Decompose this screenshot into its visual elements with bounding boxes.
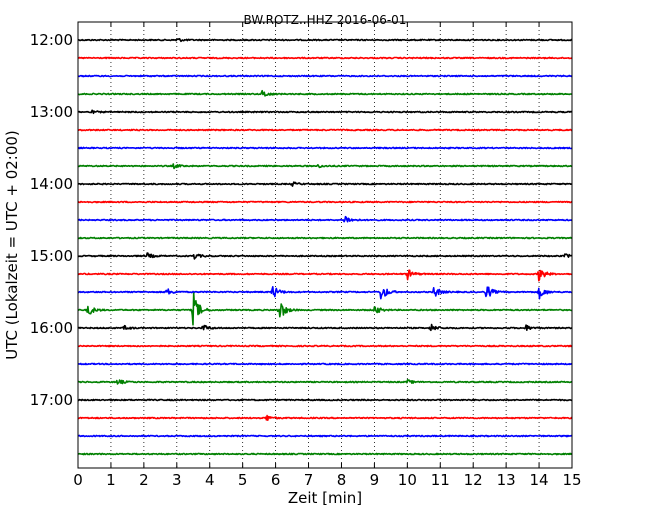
trace-group [77, 37, 573, 456]
x-tick-label: 12 [464, 471, 483, 489]
plot-frame [77, 21, 573, 469]
x-tick-label: 11 [431, 471, 450, 489]
trace-1600 [77, 323, 573, 332]
y-tick-label: 14:00 [30, 175, 73, 193]
y-tick-label: 15:00 [30, 247, 73, 265]
x-tick-label: 1 [106, 471, 116, 489]
trace-1415 [77, 200, 573, 204]
x-tick-label: 8 [337, 471, 347, 489]
trace-1215 [77, 56, 573, 60]
x-tick-label: 13 [497, 471, 516, 489]
y-tick-label: 13:00 [30, 103, 73, 121]
x-tick-label: 4 [205, 471, 215, 489]
x-tick-label: 14 [530, 471, 549, 489]
x-tick-label: 7 [304, 471, 314, 489]
trace-1315 [77, 128, 573, 132]
trace-1700 [77, 398, 573, 402]
trace-1445 [77, 236, 573, 240]
x-tick-label: 0 [73, 471, 83, 489]
x-tick-label: 9 [370, 471, 380, 489]
trace-1645 [77, 379, 573, 385]
trace-1430 [77, 215, 573, 223]
y-tick-label: 16:00 [30, 319, 73, 337]
chart-title: BW.ROTZ..HHZ 2016-06-01 [244, 13, 407, 27]
x-tick-label: 6 [271, 471, 281, 489]
x-axis: 0 1 2 3 4 5 6 7 8 9 10 11 12 13 14 15 [73, 22, 582, 489]
trace-1615 [77, 344, 573, 348]
trace-1300 [77, 109, 573, 115]
x-tick-label: 3 [172, 471, 182, 489]
y-axis-title: UTC (Lokalzeit = UTC + 02:00) [3, 130, 21, 360]
x-tick-label: 2 [139, 471, 149, 489]
trace-1200 [77, 37, 573, 43]
trace-1745 [77, 452, 573, 456]
trace-1515 [77, 269, 573, 282]
x-axis-title: Zeit [min] [288, 489, 362, 507]
trace-1500 [77, 252, 573, 260]
trace-1545 [77, 292, 573, 326]
trace-1245 [77, 89, 573, 97]
trace-1715 [77, 414, 573, 421]
trace-1230 [77, 74, 573, 78]
y-axis: 12:00 13:00 14:00 15:00 16:00 17:00 [30, 31, 572, 409]
x-tick-label: 15 [562, 471, 581, 489]
trace-1330 [77, 146, 573, 150]
trace-1530 [77, 286, 573, 300]
x-tick-label: 5 [238, 471, 248, 489]
trace-1400 [77, 181, 573, 187]
trace-1730 [77, 434, 573, 438]
y-tick-label: 17:00 [30, 391, 73, 409]
y-tick-label: 12:00 [30, 31, 73, 49]
trace-1345 [77, 163, 573, 170]
trace-1630 [77, 362, 573, 366]
x-tick-label: 10 [398, 471, 417, 489]
